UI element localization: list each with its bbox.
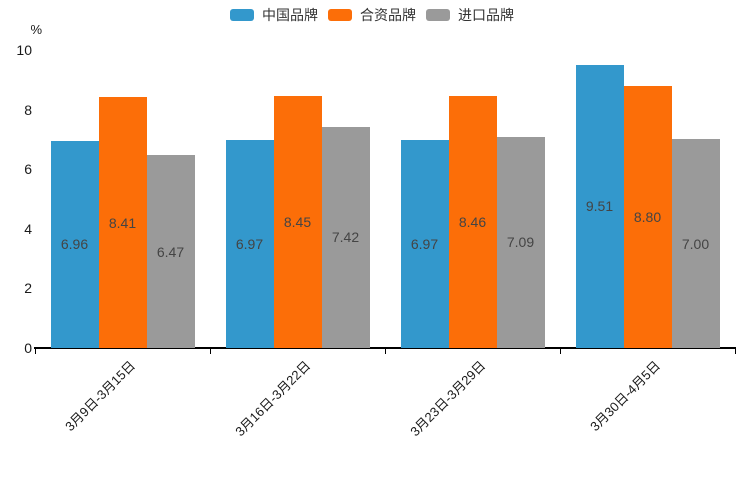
bar (146, 155, 195, 348)
x-axis-tick (385, 349, 386, 354)
bar (671, 139, 720, 348)
bar-value-label: 9.51 (585, 198, 614, 215)
bar-value-label: 8.41 (108, 214, 137, 231)
bar-value-label: 6.96 (60, 236, 89, 253)
legend-item[interactable]: 进口品牌 (426, 6, 514, 24)
bar (496, 136, 545, 348)
bar (50, 140, 99, 348)
bar-value-label: 8.46 (458, 213, 487, 230)
legend-item[interactable]: 中国品牌 (230, 6, 318, 24)
x-axis-tick (35, 349, 36, 354)
bar-value-label: 7.42 (331, 229, 360, 246)
legend-label: 进口品牌 (458, 7, 514, 23)
y-tick-label: 10 (16, 42, 32, 58)
x-category-label: 3月9日-3月15日 (62, 358, 139, 435)
y-axis-unit-label: % (30, 22, 42, 37)
x-axis-line (34, 347, 736, 349)
legend-label: 中国品牌 (262, 7, 318, 23)
y-tick-label: 0 (24, 340, 32, 356)
bar (273, 96, 322, 348)
bar (400, 140, 449, 348)
bar (623, 85, 672, 348)
x-category-label: 3月23日-3月29日 (406, 358, 489, 440)
x-axis-tick (735, 349, 736, 354)
y-tick-label: 2 (24, 280, 32, 297)
bar (575, 64, 624, 348)
legend-swatch (328, 9, 352, 21)
bar-value-label: 8.80 (633, 208, 662, 225)
bar-value-label: 7.09 (506, 234, 535, 251)
y-tick-label: 8 (24, 101, 32, 118)
bar-value-label: 6.97 (235, 236, 264, 253)
bar (225, 140, 274, 348)
bar-value-label: 6.47 (156, 243, 185, 260)
x-axis-tick (210, 349, 211, 354)
legend-item[interactable]: 合资品牌 (328, 6, 416, 24)
legend: 中国品牌 合资品牌 进口品牌 (0, 6, 744, 24)
legend-label: 合资品牌 (360, 7, 416, 23)
y-tick-label: 6 (24, 161, 32, 178)
y-tick-label: 4 (24, 220, 32, 237)
x-category-label: 3月16日-3月22日 (231, 358, 314, 440)
bar (98, 97, 147, 348)
x-axis-tick (560, 349, 561, 354)
legend-swatch (426, 9, 450, 21)
bar-value-label: 6.97 (410, 236, 439, 253)
bar-value-label: 7.00 (681, 235, 710, 252)
legend-swatch (230, 9, 254, 21)
x-category-label: 3月30日-4月5日 (587, 358, 664, 435)
bar-value-label: 8.45 (283, 214, 312, 231)
bar (321, 126, 370, 348)
bar (448, 95, 497, 348)
